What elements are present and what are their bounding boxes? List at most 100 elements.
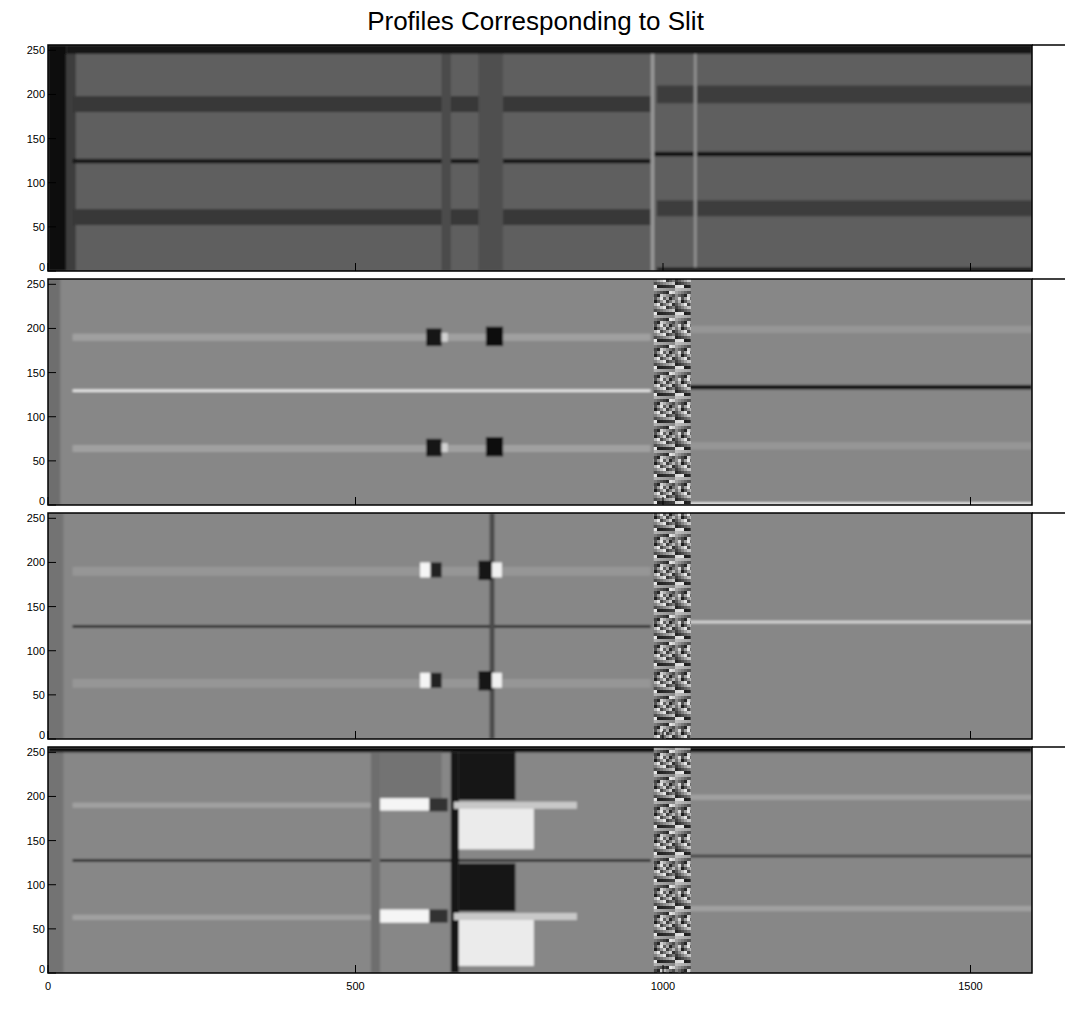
y-tick [48,138,56,139]
cell [451,752,459,973]
cell [688,795,1032,800]
cell [459,918,534,966]
cell [454,802,577,809]
y-tick [48,284,56,285]
y-tick [48,884,56,885]
cell [73,389,651,392]
x-tick-label: 0 [45,980,51,992]
panel-image [48,747,1032,973]
y-tick-label: 200 [27,88,45,100]
panel-image [48,45,1032,271]
cell [442,54,451,271]
cell [490,513,495,739]
cell [429,798,447,811]
y-tick-label: 50 [33,455,45,467]
x-tick [970,497,971,505]
cell [380,752,442,798]
y-tick [48,94,56,95]
frame [48,279,1032,505]
panel-image [48,279,1032,505]
cell [657,200,1032,216]
y-tick-label: 250 [27,512,45,524]
noise-band [654,279,691,505]
cell [442,443,448,452]
cell [454,913,577,920]
frame [48,45,1032,271]
cell [73,625,651,628]
x-tick [970,263,971,271]
x-tick [970,965,971,973]
cell [48,279,60,505]
cell [426,328,441,346]
cell [486,437,503,456]
background [48,45,1032,271]
x-tick-label: 1000 [651,980,675,992]
cell [459,804,534,850]
y-tick [48,752,56,753]
cell [688,326,1032,333]
cell [492,673,502,688]
y-tick-label: 50 [33,923,45,935]
y-tick [48,650,56,651]
y-tick [48,182,56,183]
frame [48,747,1032,973]
x-tick [663,965,664,973]
cell [688,442,1032,449]
x-tick [48,965,49,973]
cell [479,561,493,580]
cell [66,45,75,271]
cell [380,909,429,922]
y-tick-label: 0 [39,963,45,975]
cell [651,152,1032,156]
frame-extension [1032,278,1065,280]
cell [73,567,651,576]
cell [48,45,66,271]
cell [688,855,1032,858]
cell [688,906,1032,911]
frame-extension [1032,44,1065,46]
cell [420,673,430,688]
y-tick-label: 150 [27,601,45,613]
cell [479,54,504,271]
frame [48,513,1032,739]
y-tick-label: 150 [27,133,45,145]
cell [431,562,442,577]
y-tick [48,518,56,519]
cell [651,54,655,271]
y-tick-label: 0 [39,261,45,273]
cell [486,327,503,346]
y-tick [48,226,56,227]
cell [73,803,374,808]
x-tick-label: 500 [346,980,364,992]
y-tick [48,416,56,417]
cell [73,915,374,920]
cell [73,334,651,341]
background [48,747,1032,973]
cell [66,45,1032,54]
x-tick [48,263,49,271]
y-tick-label: 100 [27,177,45,189]
cell [442,333,448,342]
x-tick-label: 1500 [958,980,982,992]
y-tick [48,694,56,695]
panel-image [48,513,1032,739]
y-tick [48,505,56,506]
x-tick [663,497,664,505]
y-tick-label: 250 [27,746,45,758]
cell [73,859,651,862]
y-tick [48,840,56,841]
cell [431,673,442,688]
y-tick-label: 250 [27,278,45,290]
cell [48,747,1032,752]
cell [492,562,502,577]
y-tick [48,328,56,329]
y-tick [48,973,56,974]
x-tick [355,731,356,739]
x-tick [355,965,356,973]
x-tick [663,263,664,271]
cell [48,513,63,739]
cell [48,747,63,973]
y-tick-label: 100 [27,879,45,891]
cell [426,439,441,457]
y-tick [48,739,56,740]
